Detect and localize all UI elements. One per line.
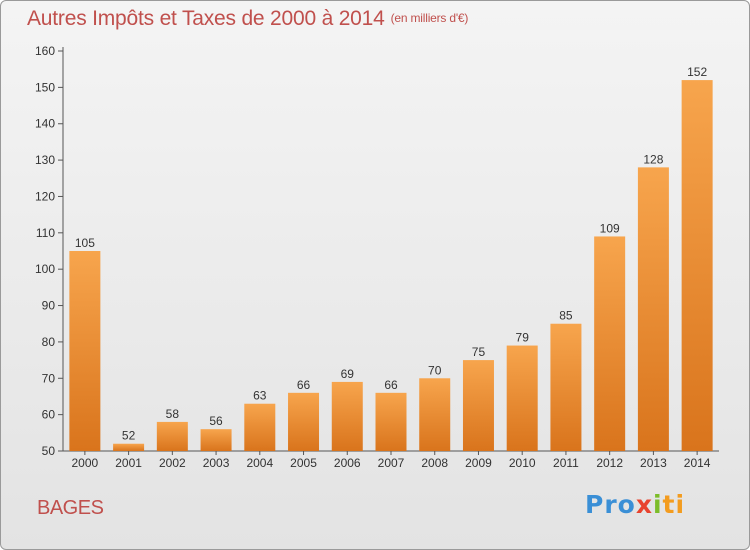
value-label-2006: 69 [341,367,355,381]
x-tick-label: 2003 [203,456,230,470]
y-tick-label: 100 [35,262,55,276]
x-tick-label: 2006 [334,456,361,470]
x-tick-label: 2009 [465,456,492,470]
value-label-2012: 109 [600,221,620,235]
y-tick-label: 160 [35,44,55,58]
value-label-2009: 75 [472,345,486,359]
bar-2007 [375,392,407,451]
chart-title-text: Autres Impôts et Taxes de 2000 à 2014 [27,7,385,30]
x-tick-label: 2001 [115,456,142,470]
x-tick-label: 2000 [72,456,99,470]
bar-2013 [637,167,669,451]
value-label-2011: 85 [559,309,573,323]
value-label-2002: 58 [166,407,180,421]
y-tick-label: 50 [42,444,56,458]
x-tick-label: 2012 [596,456,623,470]
y-tick-label: 130 [35,153,55,167]
bar-2003 [200,429,232,451]
x-tick-label: 2013 [640,456,667,470]
y-tick-label: 60 [42,408,56,422]
value-label-2014: 152 [687,65,707,79]
proxiti-logo: Proxiti [585,490,685,519]
x-tick-label: 2008 [421,456,448,470]
bar-2012 [594,236,626,451]
bar-2009 [462,360,494,451]
value-label-2004: 63 [253,389,267,403]
value-label-2005: 66 [297,378,311,392]
value-label-2013: 128 [643,152,663,166]
bar-2005 [288,392,320,451]
logo-part-4: ti [662,490,686,519]
chart-title: Autres Impôts et Taxes de 2000 à 2014 (en… [27,7,468,31]
bar-2002 [156,421,188,451]
bar-2011 [550,323,582,451]
bar-2004 [244,403,276,451]
x-tick-label: 2007 [378,456,405,470]
value-label-2008: 70 [428,363,442,377]
x-tick-label: 2011 [553,456,579,470]
bar-2000 [69,251,101,451]
y-tick-label: 90 [42,299,56,313]
bar-2010 [506,345,538,451]
value-label-2001: 52 [122,429,136,443]
logo-part-2: x [635,490,653,519]
logo-part-1: Pro [585,490,636,519]
x-tick-label: 2005 [290,456,317,470]
value-label-2003: 56 [209,414,223,428]
x-tick-label: 2002 [159,456,186,470]
y-tick-label: 150 [35,80,55,94]
x-tick-label: 2004 [246,456,273,470]
bar-2001 [113,443,145,451]
logo-part-3: i [652,490,663,519]
bar-2014 [681,80,713,451]
y-tick-label: 140 [35,117,55,131]
x-tick-label: 2010 [509,456,536,470]
bars [69,80,713,451]
bar-2008 [419,378,451,451]
y-tick-label: 120 [35,189,55,203]
value-label-2000: 105 [75,236,95,250]
bar-2006 [331,381,363,451]
y-tick-label: 110 [36,226,55,240]
x-tick-label: 2014 [684,456,711,470]
data-labels: 105 52 58 56 63 66 69 66 70 75 79 85 109 128 152 [75,65,708,443]
y-tick-label: 80 [42,335,56,349]
y-tick-label: 70 [42,371,56,385]
chart-subtitle: (en milliers d'€) [390,11,469,25]
value-label-2010: 79 [516,331,530,345]
commune-name: BAGES [37,497,104,519]
value-label-2007: 66 [384,378,398,392]
